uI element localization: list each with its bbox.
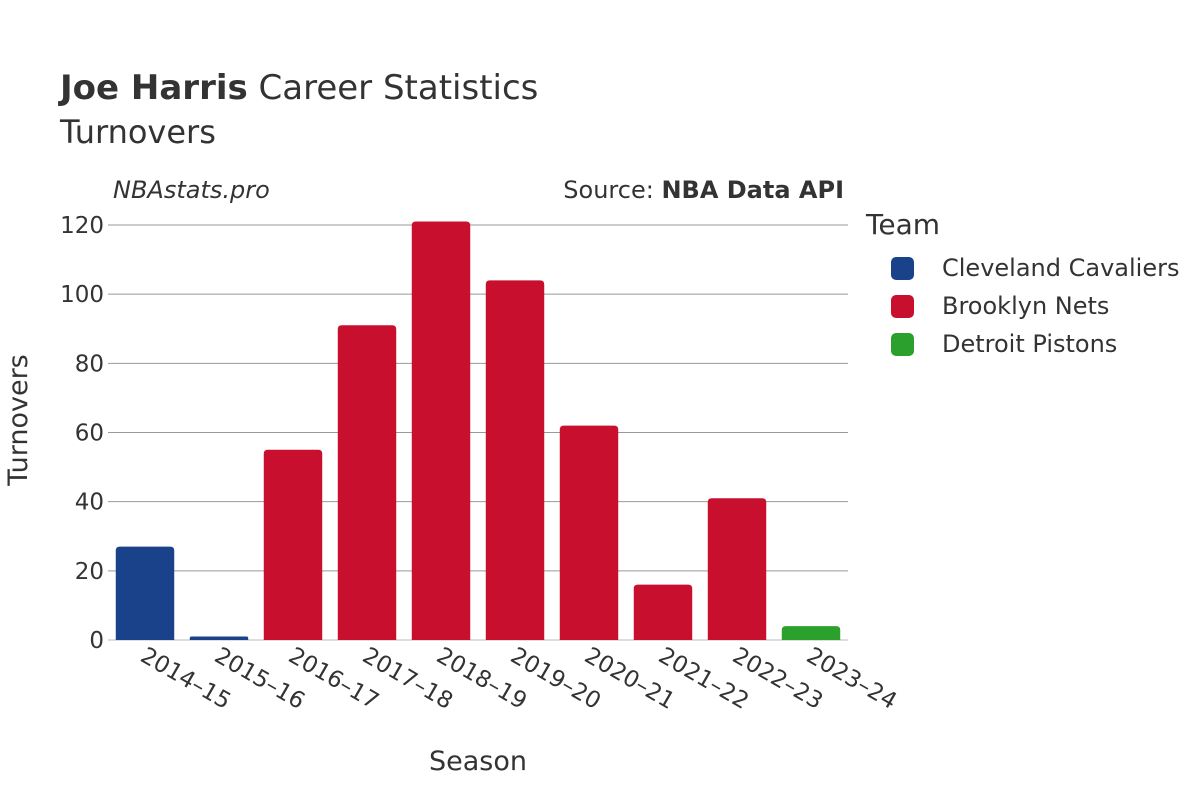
x-tick-labels: 2014–152015–162016–172017–182018–192019–… [136, 643, 901, 715]
bar-2023-24[interactable] [781, 626, 841, 640]
watermark: NBAstats.pro [113, 176, 270, 204]
bar-2015-16[interactable] [189, 636, 249, 640]
y-tick-80: 80 [75, 351, 104, 377]
bar-2017-18[interactable] [337, 325, 397, 640]
source-name: NBA Data API [661, 176, 844, 204]
legend-swatch-brooklyn-nets [891, 294, 914, 318]
legend-item-brooklyn-nets[interactable]: Brooklyn Nets [866, 287, 1179, 325]
legend-swatch-detroit-pistons [891, 332, 914, 356]
legend: Team Cleveland Cavaliers Brooklyn Nets D… [866, 208, 1179, 363]
bar-2018-19[interactable] [411, 221, 471, 640]
legend-label-cleveland-cavaliers: Cleveland Cavaliers [942, 254, 1180, 282]
x-axis-label: Season [429, 746, 527, 777]
legend-label-brooklyn-nets: Brooklyn Nets [942, 292, 1110, 320]
chart-title: Joe Harris Career Statistics [60, 66, 538, 110]
legend-label-detroit-pistons: Detroit Pistons [942, 330, 1118, 358]
legend-title: Team [866, 208, 941, 241]
source-prefix: Source: [563, 176, 662, 204]
bars [115, 221, 841, 640]
y-axis-label: Turnovers [3, 354, 34, 487]
bar-2014-15[interactable] [115, 546, 175, 640]
bar-2016-17[interactable] [263, 449, 323, 640]
y-tick-100: 100 [60, 282, 104, 308]
source-credit: Source: NBA Data API [563, 176, 844, 204]
y-tick-20: 20 [75, 559, 104, 585]
chart-title-rest: Career Statistics [247, 68, 539, 108]
y-tick-120: 120 [60, 213, 104, 239]
chart-subtitle: Turnovers [60, 113, 216, 151]
bar-2021-22[interactable] [633, 584, 693, 640]
y-tick-0: 0 [89, 628, 104, 654]
bar-2022-23[interactable] [707, 498, 767, 640]
y-tick-60: 60 [75, 421, 104, 447]
y-tick-labels: 0 20 40 60 80 100 120 [60, 213, 104, 654]
legend-swatch-cleveland-cavaliers [891, 256, 914, 280]
bar-2020-21[interactable] [559, 425, 619, 640]
legend-item-detroit-pistons[interactable]: Detroit Pistons [866, 325, 1179, 363]
y-tick-40: 40 [75, 490, 104, 516]
bar-2019-20[interactable] [485, 280, 545, 640]
legend-item-cleveland-cavaliers[interactable]: Cleveland Cavaliers [866, 249, 1179, 287]
chart-title-player: Joe Harris [60, 68, 248, 108]
